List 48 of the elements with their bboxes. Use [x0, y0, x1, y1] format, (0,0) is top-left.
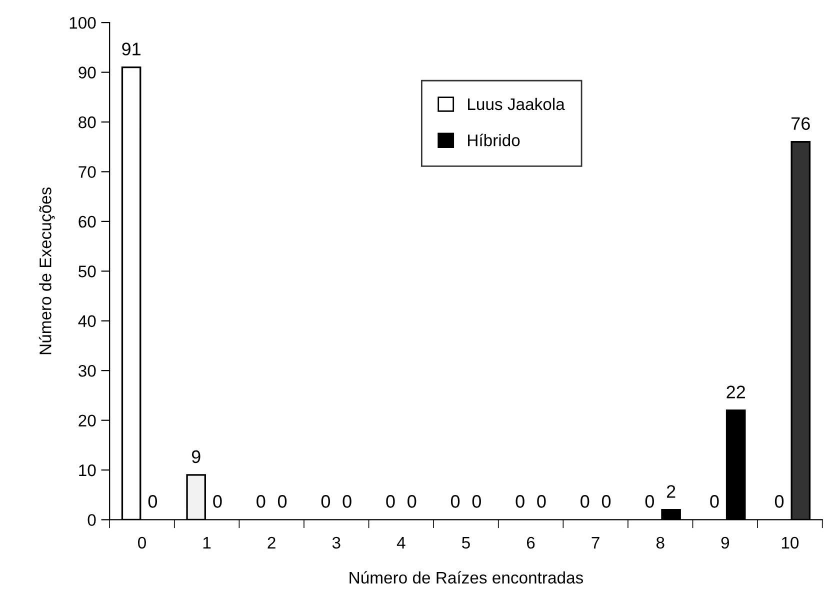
data-label: 0 [774, 495, 784, 508]
y-tick-label: 70 [78, 166, 96, 178]
x-tick-label: 0 [138, 536, 146, 549]
x-tick-label: 7 [592, 537, 600, 548]
x-tick-label: 1 [203, 537, 211, 548]
x-tick-label: 3 [332, 536, 340, 549]
x-tick-label: 5 [462, 537, 470, 549]
y-tick-label: 40 [78, 315, 96, 328]
data-label: 91 [122, 42, 140, 56]
y-tick-label: 60 [78, 216, 96, 228]
data-label: 2 [666, 485, 676, 498]
data-label: 0 [580, 495, 590, 508]
data-label: 0 [710, 495, 719, 508]
y-tick-label: 20 [78, 414, 96, 426]
y-axis-title: Número de Execuções [38, 187, 55, 354]
data-label: 0 [602, 495, 611, 508]
data-label: 0 [516, 495, 524, 508]
data-label: 76 [792, 117, 810, 130]
x-tick-label: 4 [396, 537, 406, 548]
data-label: 22 [726, 386, 745, 398]
x-tick-label: 2 [268, 536, 276, 548]
data-label: 0 [472, 495, 481, 508]
data-label: 0 [386, 495, 395, 508]
data-label: 0 [450, 495, 460, 508]
y-tick-label: 100 [70, 16, 96, 29]
x-axis-title: Número de Raízes encontradas [350, 571, 584, 584]
legend-label: Luus Jaakola [468, 98, 565, 110]
x-tick-label: 8 [656, 536, 664, 549]
data-label: 0 [342, 495, 352, 508]
data-label: 0 [256, 495, 266, 508]
legend-label: Híbrido [468, 134, 520, 146]
data-label: 0 [213, 495, 222, 508]
y-tick-label: 30 [78, 364, 96, 377]
x-tick-label: 10 [782, 536, 799, 549]
data-label: 0 [278, 495, 287, 508]
x-tick-label: 6 [526, 536, 535, 549]
y-tick-label: 10 [79, 464, 96, 476]
data-label: 0 [321, 495, 330, 508]
y-tick-label: 0 [88, 514, 96, 526]
x-tick-label: 9 [721, 536, 729, 549]
data-label: 0 [645, 495, 654, 508]
data-label: 9 [192, 450, 200, 464]
data-label: 0 [537, 495, 546, 508]
y-tick-label: 50 [78, 266, 96, 278]
y-tick-label: 80 [78, 116, 96, 128]
y-tick-label: 90 [78, 66, 96, 78]
data-label: 0 [408, 495, 416, 508]
data-label: 0 [148, 495, 157, 508]
